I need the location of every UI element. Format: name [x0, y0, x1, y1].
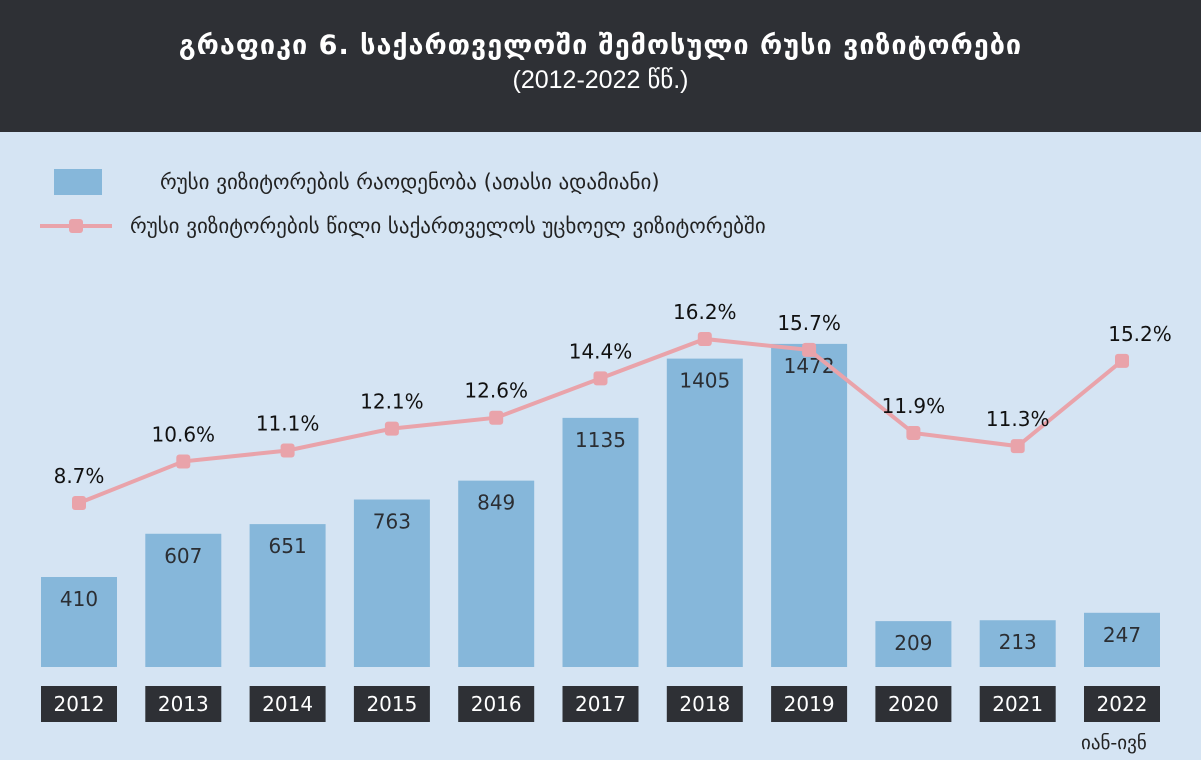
bar-2013 — [145, 533, 222, 667]
year-label-box — [249, 686, 326, 722]
line-marker — [72, 496, 86, 510]
bar-value-label: 1135 — [575, 428, 626, 452]
bar-value-label: 213 — [999, 630, 1037, 654]
line-value-label: 12.6% — [464, 379, 528, 403]
year-label-box — [41, 686, 117, 722]
line-value-label: 10.6% — [152, 422, 216, 446]
line-marker — [384, 421, 399, 436]
bar-value-label: 209 — [894, 631, 932, 655]
line-marker — [176, 454, 191, 469]
x-tick-label: 2014 — [262, 692, 313, 716]
bar-value-label: 607 — [164, 544, 202, 568]
year-label-box — [771, 686, 848, 722]
legend-label: რუსი ვიზიტორების წილი საქართველოს უცხოელ… — [130, 214, 766, 238]
x-tick-label: 2016 — [471, 692, 522, 716]
x-tick-label: 2013 — [158, 692, 209, 716]
x-tick-label: 2017 — [575, 692, 626, 716]
bar-2016 — [458, 480, 535, 667]
line-value-label: 15.7% — [777, 311, 841, 335]
bar-2019 — [771, 343, 848, 667]
bar-2022 — [1084, 612, 1160, 667]
bar-2014 — [249, 524, 326, 667]
x-tick-label: 2019 — [784, 692, 835, 716]
bar-2017 — [562, 417, 639, 667]
legend: რუსი ვიზიტორების რაოდენობა (ათასი ადამია… — [40, 160, 766, 248]
bar-2021 — [979, 620, 1056, 667]
x-tick-label: 2022 — [1097, 692, 1148, 716]
year-label-box — [353, 686, 430, 722]
line-marker — [489, 410, 504, 425]
legend-item-line: რუსი ვიზიტორების წილი საქართველოს უცხოელ… — [40, 204, 766, 248]
bar-2012 — [41, 577, 117, 667]
x-tick-label: 2021 — [992, 692, 1043, 716]
year-label-box — [875, 686, 952, 722]
chart-header: გრაფიკი 6. საქართველოში შემოსული რუსი ვი… — [0, 0, 1201, 132]
line-marker — [280, 443, 295, 458]
chart-title: გრაფიკი 6. საქართველოში შემოსული რუსი ვი… — [178, 30, 1023, 61]
year-label-box — [562, 686, 639, 722]
line-value-label: 15.2% — [1108, 322, 1172, 346]
line-value-label: 8.7% — [54, 464, 105, 488]
year-label-box — [1084, 686, 1160, 722]
legend-item-bars: რუსი ვიზიტორების რაოდენობა (ათასი ადამია… — [40, 160, 766, 204]
annotation-note: იან-ივნ — [1081, 732, 1147, 754]
bar-value-label: 651 — [269, 534, 307, 558]
year-label-box — [458, 686, 535, 722]
legend-label: რუსი ვიზიტორების რაოდენობა (ათასი ადამია… — [160, 170, 660, 194]
line-value-label: 11.9% — [882, 394, 946, 418]
bar-value-label: 247 — [1103, 623, 1141, 647]
line-value-label: 16.2% — [673, 300, 737, 324]
line-value-label: 14.4% — [569, 339, 633, 363]
bar-2015 — [353, 499, 430, 667]
year-label-box — [666, 686, 743, 722]
chart-subtitle: (2012-2022 წწ.) — [512, 66, 689, 94]
bar-2020 — [875, 621, 952, 667]
line-marker — [1010, 439, 1025, 454]
bar-value-label: 849 — [477, 491, 515, 515]
legend-line-swatch — [40, 213, 112, 239]
year-label-box — [979, 686, 1056, 722]
line-marker — [697, 331, 712, 346]
bar-2018 — [666, 358, 743, 667]
line-value-label: 12.1% — [360, 390, 424, 414]
bar-value-label: 1405 — [679, 369, 730, 393]
x-tick-label: 2012 — [54, 692, 105, 716]
bar-value-label: 763 — [373, 510, 411, 534]
year-label-box — [145, 686, 222, 722]
line-value-label: 11.3% — [986, 407, 1050, 431]
legend-bar-swatch — [54, 169, 102, 195]
line-marker — [1115, 353, 1129, 368]
line-marker — [593, 371, 608, 386]
line-value-label: 11.1% — [256, 412, 320, 436]
bar-value-label: 410 — [60, 587, 98, 611]
x-tick-label: 2015 — [366, 692, 417, 716]
x-tick-label: 2018 — [679, 692, 730, 716]
x-tick-label: 2020 — [888, 692, 939, 716]
line-marker — [906, 426, 921, 441]
line-marker — [802, 342, 817, 357]
